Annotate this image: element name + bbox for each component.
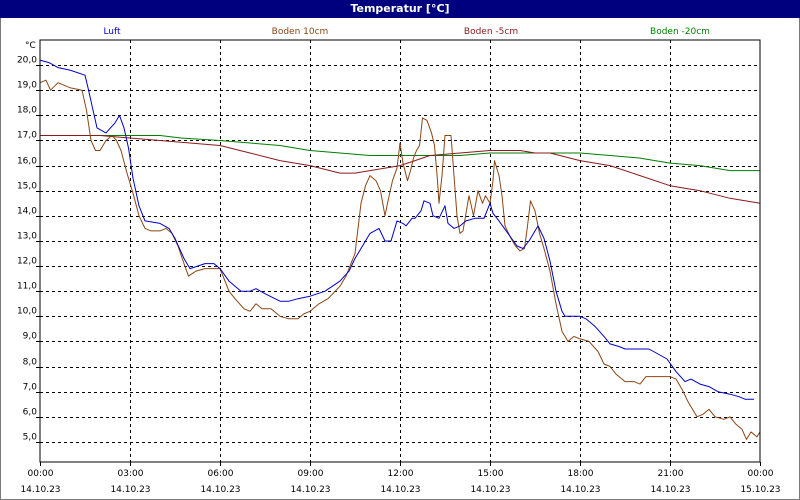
series-line-luft [39,59,754,400]
y-tick-label: 6,0 [23,408,38,418]
y-tick-label: 18,0 [17,106,37,116]
y-tick-label: 13,0 [17,232,37,242]
y-axis-ticks: 5,0 6,0 7,0 8,0 9,0 10,0 11,0 12,0 13,0 14,0 15,0 1… [17,56,40,443]
y-tick-label: 7,0 [23,383,38,393]
x-tick-time: 15:00 [478,469,504,479]
legend-entry: Boden -20cm [650,27,710,37]
y-tick-label: 5,0 [23,433,38,443]
y-axis-label: °C [25,41,36,51]
x-tick-time: 00:00 [28,469,54,479]
series-line-boden-5cm [40,135,761,204]
x-tick-date: 14.10.23 [560,485,600,495]
legend: Luft Boden 10cm Boden -5cm Boden -20cm [103,27,710,37]
x-tick-time: 09:00 [298,469,324,479]
y-tick-label: 8,0 [23,358,38,368]
y-tick-label: 12,0 [17,257,37,267]
y-tick-label: 19,0 [17,81,37,91]
x-tick-date: 15.10.23 [740,485,780,495]
legend-entry: Luft [103,27,121,37]
y-tick-label: 15,0 [17,182,37,192]
series-layer [39,59,761,440]
x-axis-ticks: 00:00 14.10.23 03:00 14.10.23 06:00 14.10.23 0… [20,462,781,495]
legend-entry: Boden 10cm [272,27,329,37]
x-tick-date: 14.10.23 [290,485,330,495]
y-tick-label: 17,0 [17,131,37,141]
series-line-boden-10cm [39,79,761,440]
y-tick-label: 20,0 [17,56,37,66]
x-tick-time: 12:00 [388,469,414,479]
y-tick-label: 16,0 [17,157,37,167]
x-tick-date: 14.10.23 [110,485,150,495]
x-tick-date: 14.10.23 [470,485,510,495]
y-tick-label: 10,0 [17,307,37,317]
y-tick-label: 14,0 [17,207,37,217]
x-tick-time: 18:00 [568,469,594,479]
y-tick-label: 11,0 [17,282,37,292]
x-tick-time: 06:00 [208,469,234,479]
x-tick-date: 14.10.23 [650,485,690,495]
grid [40,40,760,462]
x-tick-time: 03:00 [118,469,144,479]
x-tick-time: 00:00 [748,469,774,479]
x-tick-date: 14.10.23 [380,485,420,495]
x-tick-date: 14.10.23 [200,485,240,495]
chart-title: Temperatur [°C] [0,0,800,18]
x-tick-time: 21:00 [658,469,684,479]
y-tick-label: 9,0 [23,332,38,342]
legend-entry: Boden -5cm [464,27,518,37]
x-tick-date: 14.10.23 [20,485,60,495]
